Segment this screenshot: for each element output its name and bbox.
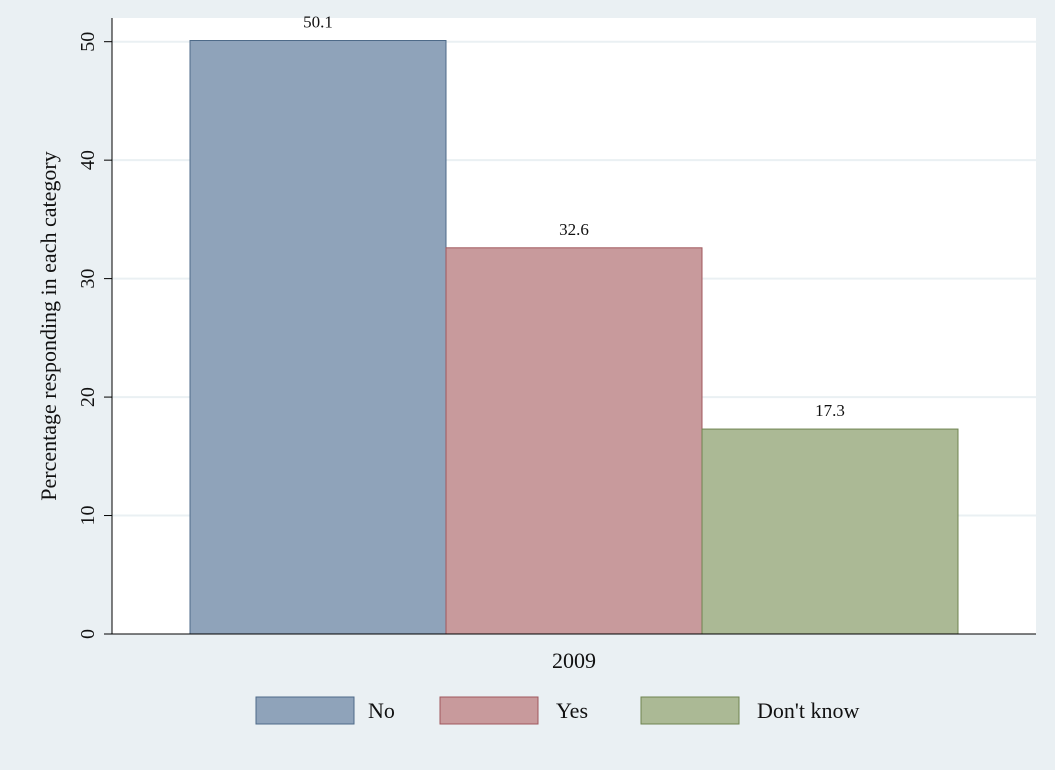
x-group-label: 2009 bbox=[552, 648, 596, 673]
y-axis: 0 10 20 30 40 50 bbox=[77, 18, 1036, 639]
legend-swatch bbox=[255, 696, 355, 725]
y-tick-label: 40 bbox=[77, 150, 99, 170]
legend-swatch bbox=[439, 696, 539, 725]
y-tick-label: 50 bbox=[77, 32, 99, 52]
bars: 50.1 32.6 17.3 bbox=[189, 13, 959, 635]
bar-value-label: 50.1 bbox=[303, 13, 333, 32]
bar-yes bbox=[445, 247, 703, 635]
y-tick-label: 10 bbox=[77, 506, 99, 526]
y-tick-label: 30 bbox=[77, 269, 99, 289]
legend-label: No bbox=[368, 698, 395, 723]
y-tick-label: 20 bbox=[77, 387, 99, 407]
legend-label: Yes bbox=[556, 698, 588, 723]
bar-no bbox=[189, 40, 447, 635]
legend-swatch bbox=[640, 696, 740, 725]
bar-value-label: 32.6 bbox=[559, 220, 589, 239]
y-tick-label: 0 bbox=[77, 629, 99, 639]
legend-label: Don't know bbox=[757, 698, 859, 723]
y-axis-title: Percentage responding in each category bbox=[36, 151, 61, 500]
bar-value-label: 17.3 bbox=[815, 401, 845, 420]
legend: No Yes Don't know bbox=[255, 696, 859, 725]
bar-don-t-know bbox=[701, 428, 959, 635]
